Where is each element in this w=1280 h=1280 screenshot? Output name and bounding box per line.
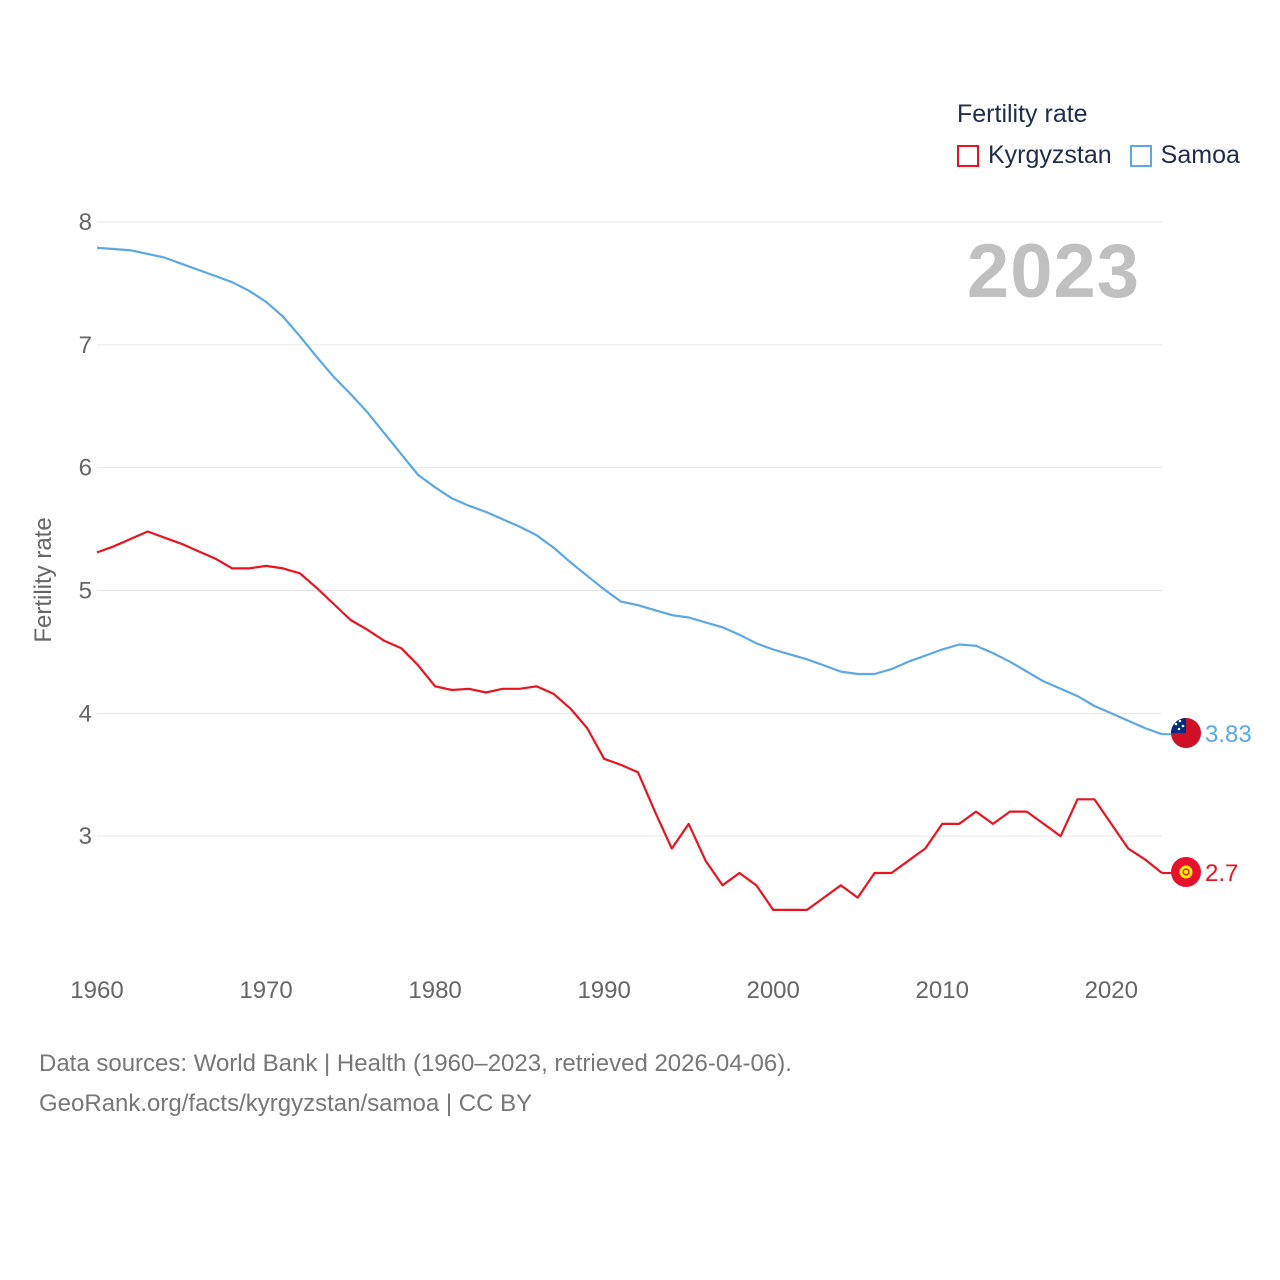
y-tick-label: 4	[79, 700, 92, 727]
samoa-swatch-icon	[1129, 144, 1152, 167]
x-tick-label: 1980	[408, 977, 461, 1004]
x-tick-label: 2010	[916, 977, 969, 1004]
x-tick-label: 1960	[70, 977, 123, 1004]
x-tick-label: 2020	[1085, 977, 1138, 1004]
legend-label-samoa: Samoa	[1160, 141, 1240, 169]
y-tick-label: 5	[79, 578, 92, 605]
x-axis-ticks: 1960 1970 1980 1990 2000 2010 2020	[70, 977, 1138, 1004]
source-line-1: Data sources: World Bank | Health (1960–…	[39, 1050, 792, 1077]
legend-label-kyrgyzstan: Kyrgyzstan	[988, 141, 1112, 169]
legend-title: Fertility rate	[957, 100, 1088, 128]
y-tick-label: 6	[79, 455, 92, 482]
legend-item-kyrgyzstan[interactable]: Kyrgyzstan	[957, 141, 1112, 170]
x-tick-label: 2000	[746, 977, 799, 1004]
source-link[interactable]: GeoRank.org/facts/kyrgyzstan/samoa | CC …	[39, 1090, 533, 1117]
samoa-flag-icon	[1171, 718, 1201, 748]
end-value-label-kyrgyzstan: 2.7	[1205, 860, 1238, 887]
x-tick-label: 1990	[577, 977, 630, 1004]
kyrgyzstan-flag-icon	[1171, 857, 1201, 887]
end-markers	[1171, 718, 1201, 887]
y-tick-label: 8	[79, 209, 92, 236]
kyrgyzstan-swatch-icon	[957, 144, 979, 167]
series-line-samoa	[96, 246, 1163, 736]
source-note: Data sources: World Bank | Health (1960–…	[39, 1044, 792, 1124]
series-line-kyrgyzstan	[96, 530, 1163, 911]
legend-item-samoa[interactable]: Samoa	[1129, 141, 1240, 170]
current-year-label: 2023	[966, 229, 1140, 314]
end-value-labels: 2.7 3.83	[1205, 721, 1252, 887]
y-tick-label: 3	[79, 823, 92, 850]
y-tick-label: 7	[79, 332, 92, 359]
x-tick-label: 1970	[239, 977, 292, 1004]
end-value-label-samoa: 3.83	[1205, 721, 1252, 748]
legend: Kyrgyzstan Samoa	[957, 141, 1240, 170]
gridlines	[97, 221, 1162, 837]
y-axis-ticks: 3 4 5 6 7 8	[79, 209, 92, 850]
series-lines	[96, 246, 1172, 911]
y-axis-label: Fertility rate	[30, 517, 57, 642]
